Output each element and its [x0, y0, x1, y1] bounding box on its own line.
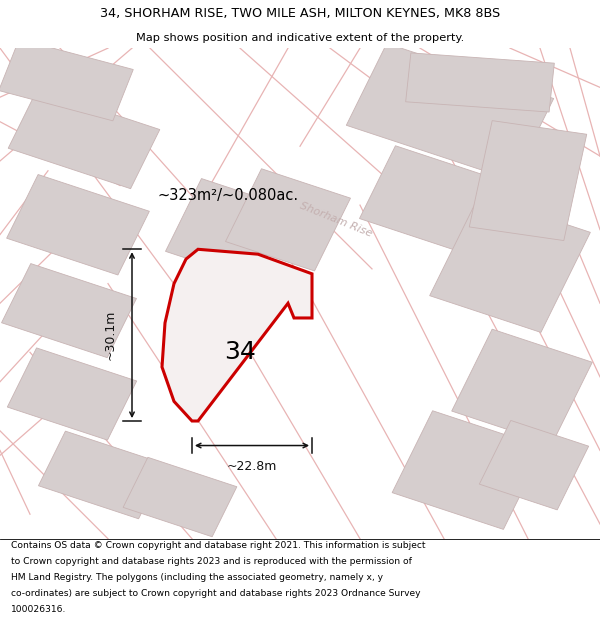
Bar [392, 411, 544, 529]
Bar [8, 89, 160, 189]
Text: 34: 34 [224, 340, 256, 364]
Bar [7, 348, 137, 440]
Bar [430, 196, 590, 332]
Text: ~323m²/~0.080ac.: ~323m²/~0.080ac. [157, 188, 299, 202]
Text: Shorham Rise: Shorham Rise [298, 201, 374, 239]
Text: Contains OS data © Crown copyright and database right 2021. This information is : Contains OS data © Crown copyright and d… [11, 541, 425, 551]
Bar [226, 169, 350, 271]
Bar [0, 39, 133, 121]
Bar [2, 264, 136, 358]
Bar [123, 458, 237, 537]
Bar [38, 431, 166, 519]
Bar [346, 43, 554, 181]
Bar [7, 174, 149, 275]
Text: co-ordinates) are subject to Crown copyright and database rights 2023 Ordnance S: co-ordinates) are subject to Crown copyr… [11, 589, 420, 598]
Bar [359, 146, 535, 264]
Bar [479, 421, 589, 510]
Text: ~30.1m: ~30.1m [104, 310, 117, 361]
Text: ~22.8m: ~22.8m [227, 460, 277, 473]
Text: HM Land Registry. The polygons (including the associated geometry, namely x, y: HM Land Registry. The polygons (includin… [11, 573, 383, 582]
Text: to Crown copyright and database rights 2023 and is reproduced with the permissio: to Crown copyright and database rights 2… [11, 558, 412, 566]
Bar [469, 121, 587, 241]
Polygon shape [162, 249, 312, 421]
Text: 100026316.: 100026316. [11, 605, 66, 614]
Bar [166, 179, 290, 281]
Text: Map shows position and indicative extent of the property.: Map shows position and indicative extent… [136, 32, 464, 43]
Bar [452, 329, 592, 444]
Bar [406, 53, 554, 112]
Text: 34, SHORHAM RISE, TWO MILE ASH, MILTON KEYNES, MK8 8BS: 34, SHORHAM RISE, TWO MILE ASH, MILTON K… [100, 7, 500, 20]
